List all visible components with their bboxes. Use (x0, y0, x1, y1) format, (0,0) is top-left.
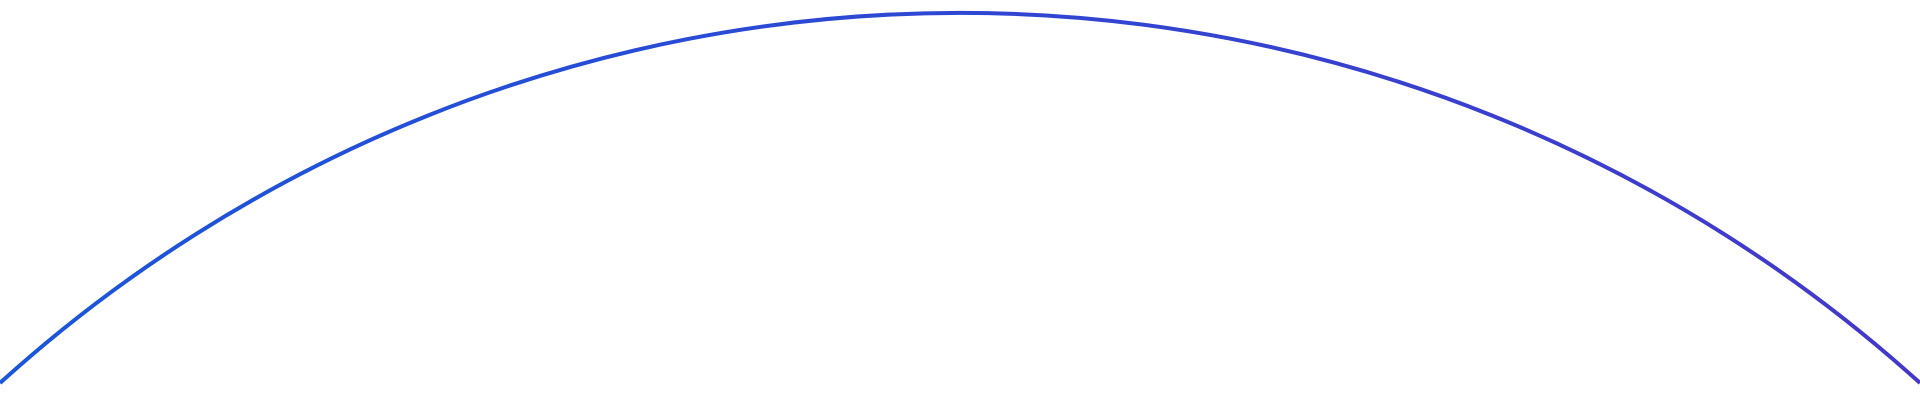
arc-stroke (0, 10, 1920, 385)
